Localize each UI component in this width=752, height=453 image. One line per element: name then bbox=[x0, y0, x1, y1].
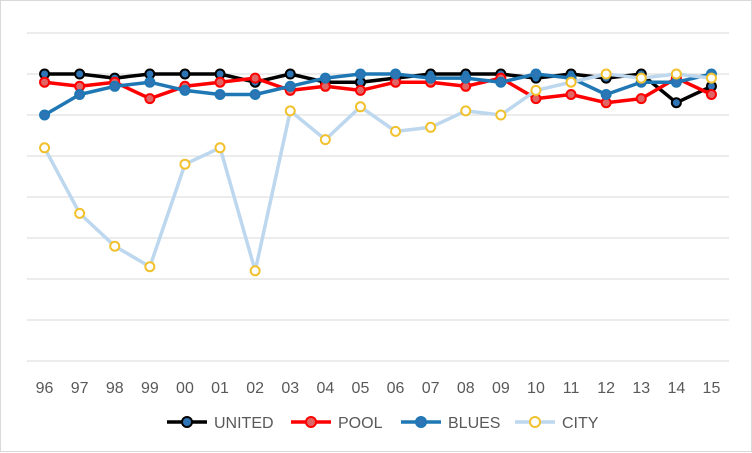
data-point-pool bbox=[214, 76, 226, 88]
x-tick-label: 14 bbox=[667, 380, 685, 397]
data-point-city bbox=[600, 68, 612, 80]
data-point-pool bbox=[565, 89, 577, 100]
x-axis-ticks: 96 97 98 99 00 01 02 03 04 05 06 07 08 09 10 11 12 13 14 15 bbox=[36, 380, 721, 397]
legend-label: POOL bbox=[338, 415, 383, 432]
legend-item-pool: POOL bbox=[291, 415, 383, 432]
data-point-city bbox=[249, 265, 261, 277]
data-point-city bbox=[425, 121, 437, 133]
legend-swatch-marker bbox=[181, 416, 193, 428]
x-tick-label: 11 bbox=[563, 380, 580, 397]
legend-swatch-marker bbox=[305, 416, 317, 428]
legend-swatch-marker bbox=[415, 416, 427, 428]
x-tick-label: 13 bbox=[632, 380, 650, 397]
legend-label: UNITED bbox=[214, 415, 274, 432]
legend: UNITED POOL BLUES CITY bbox=[167, 415, 599, 432]
data-point-city bbox=[284, 105, 296, 117]
data-point-united bbox=[74, 68, 86, 80]
series-pool bbox=[39, 72, 717, 109]
x-tick-label: 15 bbox=[703, 380, 721, 397]
data-point-city bbox=[635, 72, 647, 84]
data-point-city bbox=[670, 68, 682, 80]
data-point-blues bbox=[39, 109, 51, 121]
data-point-blues bbox=[144, 76, 156, 88]
data-point-pool bbox=[635, 93, 647, 105]
data-point-united bbox=[179, 68, 191, 80]
data-point-pool bbox=[39, 76, 51, 88]
data-point-pool bbox=[354, 84, 366, 96]
x-tick-label: 98 bbox=[106, 380, 124, 397]
legend-swatch-marker bbox=[529, 416, 541, 428]
legend-item-blues: BLUES bbox=[401, 415, 500, 432]
data-point-city bbox=[319, 134, 331, 146]
data-point-city bbox=[74, 207, 86, 219]
legend-label: CITY bbox=[562, 415, 599, 432]
data-point-blues bbox=[495, 76, 507, 88]
x-tick-label: 04 bbox=[316, 380, 334, 397]
series-line-united bbox=[44, 72, 713, 105]
data-point-united bbox=[284, 68, 296, 80]
x-tick-label: 09 bbox=[492, 380, 510, 397]
x-tick-label: 10 bbox=[527, 380, 545, 397]
series-united bbox=[39, 68, 717, 109]
data-point-blues bbox=[390, 68, 402, 80]
data-point-city bbox=[39, 142, 51, 154]
data-point-city bbox=[109, 240, 121, 252]
legend-item-united: UNITED bbox=[167, 415, 274, 432]
x-tick-label: 08 bbox=[457, 380, 475, 397]
data-point-city bbox=[179, 158, 191, 170]
x-tick-label: 00 bbox=[176, 380, 194, 397]
data-point-blues bbox=[319, 72, 331, 84]
x-tick-label: 05 bbox=[352, 380, 370, 397]
data-point-blues bbox=[460, 72, 472, 84]
data-point-blues bbox=[284, 80, 296, 92]
data-point-city bbox=[495, 109, 507, 121]
data-point-blues bbox=[249, 89, 261, 100]
data-point-united bbox=[670, 97, 682, 109]
data-point-blues bbox=[354, 68, 366, 80]
x-tick-label: 06 bbox=[387, 380, 405, 397]
data-point-city bbox=[214, 142, 226, 154]
legend-label: BLUES bbox=[448, 415, 500, 432]
x-tick-label: 07 bbox=[422, 380, 440, 397]
series-group bbox=[39, 68, 717, 277]
gridlines bbox=[27, 32, 729, 362]
x-tick-label: 12 bbox=[597, 380, 615, 397]
data-point-city bbox=[390, 125, 402, 137]
data-point-blues bbox=[109, 80, 121, 92]
series-blues bbox=[39, 68, 717, 121]
series-line-blues bbox=[43, 72, 712, 117]
data-point-city bbox=[460, 105, 472, 117]
data-point-blues bbox=[214, 89, 226, 100]
data-point-blues bbox=[600, 89, 612, 100]
data-point-pool bbox=[249, 72, 261, 84]
x-tick-label: 99 bbox=[141, 380, 159, 397]
x-tick-label: 01 bbox=[211, 380, 229, 397]
x-tick-label: 03 bbox=[281, 380, 299, 397]
data-point-blues bbox=[74, 89, 86, 100]
series-line-city bbox=[42, 72, 712, 273]
data-point-city bbox=[705, 72, 717, 84]
data-point-city bbox=[565, 76, 577, 88]
x-tick-label: 96 bbox=[36, 380, 54, 397]
data-point-city bbox=[530, 84, 542, 96]
data-point-blues bbox=[179, 84, 191, 96]
x-tick-label: 97 bbox=[71, 380, 89, 397]
data-point-blues bbox=[530, 68, 542, 80]
series-line-pool bbox=[44, 76, 713, 105]
series-city bbox=[39, 68, 717, 277]
data-point-pool bbox=[705, 89, 717, 100]
legend-item-city: CITY bbox=[515, 415, 599, 432]
data-point-city bbox=[354, 101, 366, 113]
x-tick-label: 02 bbox=[246, 380, 264, 397]
data-point-blues bbox=[425, 72, 437, 84]
data-point-pool bbox=[144, 93, 156, 105]
data-point-city bbox=[144, 261, 156, 273]
